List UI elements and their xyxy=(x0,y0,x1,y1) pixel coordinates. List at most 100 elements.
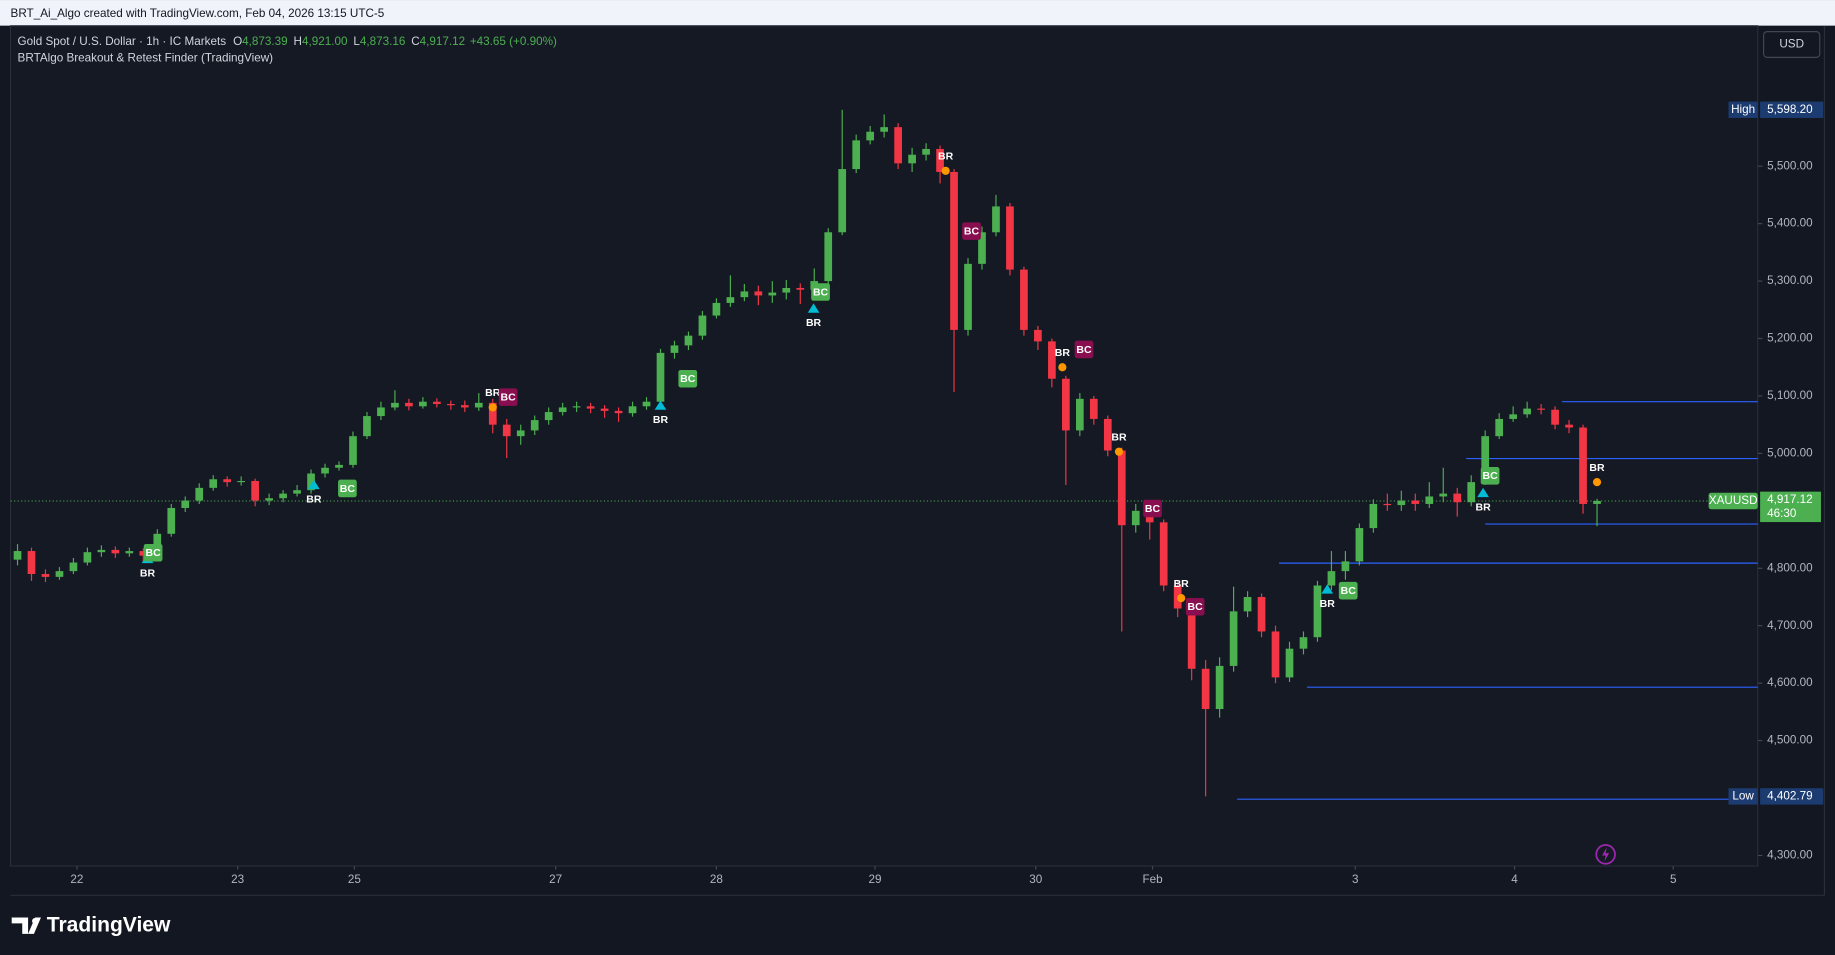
x-tick-label: 27 xyxy=(549,873,562,886)
signal-marker xyxy=(941,166,950,175)
candle-body xyxy=(27,551,36,575)
alert-icon[interactable] xyxy=(1595,844,1616,865)
candle-body xyxy=(796,287,805,290)
candle-body xyxy=(712,302,721,316)
currency-button[interactable] xyxy=(1763,31,1821,58)
x-tick-label: 3 xyxy=(1352,873,1359,886)
signal-label: BC xyxy=(1145,503,1161,515)
last-price: 4,917.12 xyxy=(1767,493,1812,506)
candle-body xyxy=(1103,418,1112,451)
signal-label: BR xyxy=(1174,578,1190,590)
signal-box xyxy=(1143,499,1162,518)
candle-body xyxy=(950,171,958,330)
candle-body xyxy=(586,406,595,409)
candle-body xyxy=(1006,206,1014,270)
candle-body xyxy=(69,562,78,572)
candle-body xyxy=(83,552,92,563)
signal-label: BR xyxy=(1589,462,1605,474)
candle-body xyxy=(530,420,539,431)
currency[interactable]: USD xyxy=(1779,38,1804,51)
candle-body xyxy=(544,412,553,421)
signal-marker xyxy=(1058,363,1067,372)
candle-body xyxy=(992,206,1000,233)
candle-body xyxy=(1089,398,1098,419)
candle-body xyxy=(600,408,609,411)
signal-marker xyxy=(654,400,667,410)
candle-body xyxy=(97,549,106,553)
candle-body xyxy=(1243,596,1252,612)
candle-body xyxy=(852,140,861,170)
candle-body xyxy=(209,479,218,488)
signal-label: BR xyxy=(806,317,822,329)
signal-label: BR xyxy=(1055,347,1071,359)
signal-marker xyxy=(1477,487,1489,498)
last-price-badge xyxy=(1760,491,1821,523)
legend-title: Gold Spot / U.S. Dollar · 1h · IC Market… xyxy=(18,35,227,48)
signal-marker xyxy=(1592,478,1602,487)
signal-label: BC xyxy=(340,483,356,495)
candle-body xyxy=(13,551,22,560)
signal-marker xyxy=(488,403,497,412)
candle-body xyxy=(824,232,833,282)
extreme-name: Low xyxy=(1732,790,1754,803)
candle-body xyxy=(1341,561,1350,572)
candle-body xyxy=(363,416,371,437)
top-strip xyxy=(0,0,1835,26)
candle-body xyxy=(167,507,176,534)
extreme-name: High xyxy=(1731,103,1755,116)
legend-key: H xyxy=(294,35,302,48)
signal-box xyxy=(811,283,830,301)
y-tick-label: 5,300.00 xyxy=(1767,274,1813,287)
candle-body xyxy=(195,487,204,501)
candle-body xyxy=(670,345,679,353)
candle-body xyxy=(139,551,148,556)
candle-body xyxy=(754,291,763,296)
symbol-badge xyxy=(1708,492,1758,510)
candle-body xyxy=(1159,522,1168,586)
candle-body xyxy=(419,401,427,407)
signal-label: BC xyxy=(964,225,980,237)
x-tick-label: 4 xyxy=(1511,873,1518,886)
y-tick-label: 5,400.00 xyxy=(1767,217,1813,230)
signal-label: BC xyxy=(501,391,517,403)
candle-body xyxy=(1411,500,1420,504)
candle-body xyxy=(223,479,232,483)
candle-body xyxy=(1299,637,1308,649)
indicator-name: BRTAlgo Breakout & Retest Finder (Tradin… xyxy=(18,52,274,65)
signal-label: BC xyxy=(1482,470,1498,482)
y-tick-label: 4,700.00 xyxy=(1767,619,1813,632)
candle-body xyxy=(1117,450,1126,526)
alert-icon xyxy=(1602,847,1610,862)
candle-body xyxy=(125,551,134,554)
candle-body xyxy=(656,352,665,402)
y-tick-label: 5,500.00 xyxy=(1767,159,1813,172)
candle-body xyxy=(964,263,972,330)
candle-body xyxy=(516,430,525,437)
candle-body xyxy=(1551,409,1559,425)
candle-body xyxy=(558,407,567,413)
candle-body xyxy=(1439,493,1448,497)
candle-body xyxy=(55,571,64,577)
candle-body xyxy=(768,292,777,296)
signal-marker xyxy=(308,479,320,490)
legend-key: L xyxy=(353,35,360,48)
signal-marker xyxy=(1114,447,1124,456)
candle-body xyxy=(1355,528,1364,562)
candle-body xyxy=(628,406,637,414)
candle-body xyxy=(1453,493,1462,503)
candle-body xyxy=(335,464,343,468)
candle-body xyxy=(1509,414,1517,419)
candle-body xyxy=(446,404,455,406)
extreme-price-badge xyxy=(1760,788,1824,805)
candle-body xyxy=(1383,503,1392,506)
candle-body xyxy=(391,402,399,408)
extreme-badge xyxy=(1728,101,1758,118)
candle-body xyxy=(181,500,190,508)
candle-body xyxy=(1313,585,1322,638)
signal-box xyxy=(1074,340,1094,359)
signal-label: BC xyxy=(1188,601,1204,613)
countdown: 46:30 xyxy=(1767,507,1797,520)
candle-body xyxy=(1271,631,1280,678)
y-tick-label: 5,000.00 xyxy=(1767,446,1813,459)
candle-body xyxy=(1369,503,1378,529)
